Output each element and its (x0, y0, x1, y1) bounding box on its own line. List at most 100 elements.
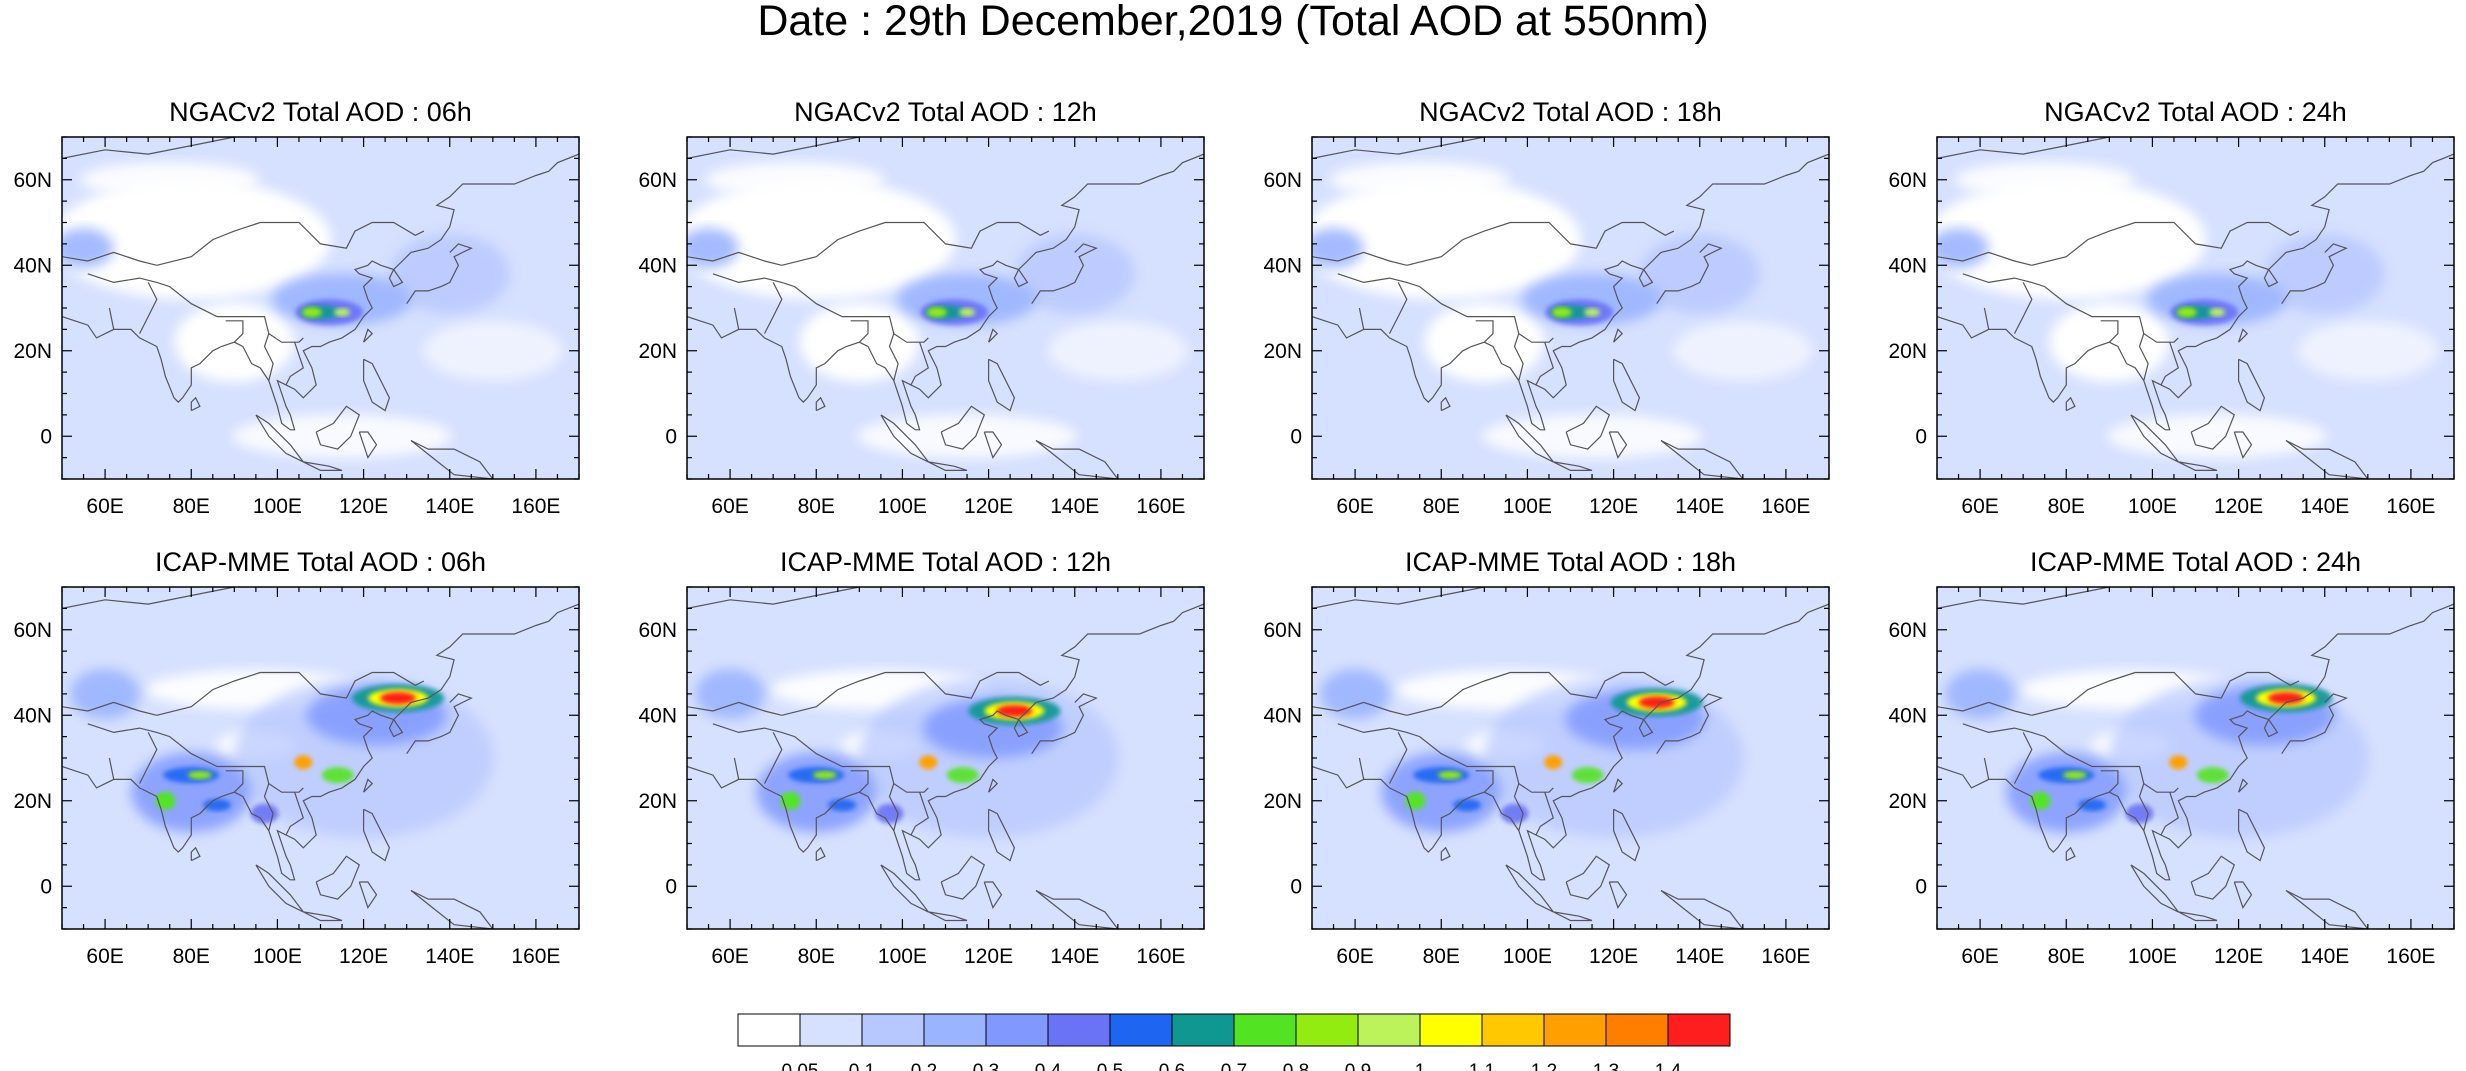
y-tick-label: 60N (13, 169, 52, 192)
coastline (1475, 770, 1494, 793)
coastline (1312, 603, 1829, 881)
coastline (2238, 778, 2249, 793)
colorbar-label: 0.3 (973, 1061, 999, 1071)
coastline (1612, 808, 1641, 862)
coastline (139, 282, 158, 334)
y-tick-label: 0 (665, 425, 677, 448)
colorbar-swatch (1605, 1013, 1669, 1047)
coastline (1937, 251, 2032, 266)
aod-blob (2267, 692, 2304, 705)
x-tick-label: 60E (711, 495, 748, 518)
coastline (850, 320, 869, 343)
aod-blob (919, 755, 938, 770)
x-tick-label: 160E (1761, 495, 1810, 518)
coastline (888, 333, 899, 381)
x-tick-label: 120E (339, 495, 388, 518)
coastline (1962, 273, 2179, 343)
coastline (1475, 320, 1494, 343)
x-tick-label: 100E (253, 495, 302, 518)
y-tick-label: 40N (638, 704, 677, 727)
coastline (1312, 153, 1829, 431)
y-axis: 60N 40N 20N 0 (1888, 136, 2454, 480)
coastline (763, 732, 783, 784)
aod-blob (687, 228, 739, 269)
colorbar-label: 0.5 (1097, 1061, 1123, 1071)
x-tick-label: 120E (1589, 495, 1638, 518)
aod-blob (959, 308, 976, 317)
coastline (358, 881, 378, 909)
x-tick-label: 100E (2128, 945, 2177, 968)
clean-region (1047, 320, 1188, 381)
coastline (62, 603, 579, 881)
coastlines (1312, 587, 1829, 929)
coastline (1613, 778, 1624, 793)
y-tick-label: 60N (1263, 619, 1302, 642)
colorbar-label: 0.9 (1345, 1061, 1371, 1071)
coastlines (687, 137, 1204, 479)
y-axis: 60N 40N 20N 0 (1263, 586, 1829, 930)
coastline (1937, 137, 2110, 159)
coastline (1937, 701, 2032, 716)
y-tick-label: 40N (1888, 254, 1927, 277)
coastline (263, 783, 274, 831)
x-tick-label: 140E (2300, 945, 2349, 968)
coastline (2178, 461, 2218, 471)
y-tick-label: 20N (638, 340, 677, 363)
coastline (2285, 439, 2369, 479)
coastlines (62, 137, 579, 479)
coastline (1937, 603, 2454, 881)
y-axis: 60N 40N 20N 0 (13, 136, 579, 480)
coastline (2233, 881, 2253, 909)
colorbar: 0.05 0.1 0.2 0.3 0.4 0.5 0.6 0.7 0.8 0.9 1 1.1 1.2 1.… (737, 1013, 1731, 1071)
aod-field (1312, 587, 1829, 929)
aod-blob (875, 803, 904, 824)
colorbar-label: 0.1 (849, 1061, 875, 1071)
x-axis: 60E 80E 100E 120E 140E 160E (686, 587, 1205, 968)
x-tick-label: 160E (1761, 945, 1810, 968)
colorbar-swatch (1171, 1013, 1235, 1047)
coastline (928, 461, 968, 471)
x-tick-label: 60E (86, 495, 123, 518)
coastline (1535, 342, 1555, 386)
aod-field (62, 137, 579, 479)
coastline (988, 778, 999, 793)
x-tick-label: 100E (878, 495, 927, 518)
y-tick-label: 40N (1263, 704, 1302, 727)
clean-region (1329, 161, 1510, 198)
coastline (406, 693, 473, 755)
coastline (225, 320, 244, 343)
aod-blob (70, 668, 141, 719)
x-tick-label: 140E (425, 945, 474, 968)
clean-region (232, 414, 453, 459)
aod-field (1937, 587, 2454, 929)
panel-title: NGACv2 Total AOD : 12h (794, 97, 1097, 127)
coastline (815, 396, 826, 412)
x-tick-label: 160E (1136, 495, 1185, 518)
aod-blob (62, 228, 114, 269)
colorbar-label: 1.3 (1593, 1061, 1619, 1071)
colorbar-swatch (1233, 1013, 1297, 1047)
coastline (62, 251, 157, 266)
coastline (1358, 757, 1365, 780)
map-panel: ICAP-MME Total AOD : 12h 60E 80E 100E 120E 14… (638, 547, 1205, 968)
coastline (87, 273, 304, 343)
clean-region (1954, 161, 2135, 198)
coastline (781, 221, 1050, 266)
coastline (687, 153, 1204, 431)
colorbar-label: 0.05 (782, 1061, 819, 1071)
x-tick-label: 140E (1675, 495, 1724, 518)
colorbar-swatch (1481, 1013, 1545, 1047)
coastline (87, 723, 304, 793)
x-tick-label: 140E (1050, 495, 1099, 518)
coastline (2100, 320, 2119, 343)
map-panels: NGACv2 Total AOD : 06h 60E 80E 100E 120E 140E… (13, 97, 2455, 968)
aod-blob (2196, 767, 2229, 784)
aod-blob (780, 791, 801, 810)
x-tick-label: 60E (86, 945, 123, 968)
x-tick-label: 80E (1423, 945, 1460, 968)
coastline (225, 770, 244, 793)
coastline (1656, 243, 1723, 305)
aod-blob (1320, 668, 1391, 719)
coastline (2233, 431, 2253, 459)
aod-blob (695, 668, 766, 719)
